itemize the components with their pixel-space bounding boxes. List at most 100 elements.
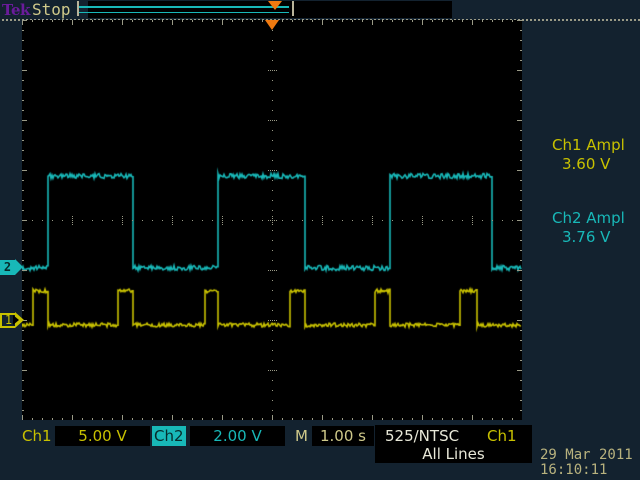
graticule-dot: [268, 320, 269, 321]
graticule-dot: [362, 418, 363, 420]
ch2-marker-arrow-icon: [15, 259, 23, 275]
top-strip-tick: [634, 19, 636, 21]
graticule-dot: [422, 415, 423, 420]
graticule-dot: [202, 418, 203, 420]
ch1-vertical-scale[interactable]: 5.00 V: [55, 426, 150, 446]
graticule-dot: [392, 220, 393, 221]
graticule-dot: [22, 210, 24, 211]
graticule-dot: [372, 224, 373, 225]
graticule-dot: [162, 418, 163, 420]
graticule-dot: [272, 210, 273, 211]
graticule-dot: [302, 220, 303, 221]
graticule-dot: [276, 370, 277, 371]
graticule-dot: [242, 20, 243, 22]
acquisition-state[interactable]: Stop: [32, 0, 71, 19]
graticule-dot: [512, 20, 513, 22]
graticule-dot: [22, 380, 24, 381]
graticule-dot: [22, 30, 24, 31]
graticule-dot: [172, 415, 173, 420]
graticule-dot: [272, 60, 273, 61]
trigger-readout-panel[interactable]: [375, 425, 532, 463]
graticule-dot: [432, 418, 433, 420]
graticule-dot: [232, 20, 233, 22]
graticule-dot: [520, 90, 522, 91]
ch2-vertical-scale[interactable]: 2.00 V: [190, 426, 285, 446]
graticule-dot: [520, 110, 522, 111]
overview-waveform-line: [79, 6, 289, 8]
graticule-dot: [462, 418, 463, 420]
measurement-ch2-value: 3.76 V: [562, 228, 611, 246]
graticule-dot: [72, 20, 73, 25]
graticule-dot: [372, 218, 373, 219]
graticule-dot: [252, 20, 253, 22]
ch1-ground-marker[interactable]: 1: [0, 312, 24, 328]
graticule-dot: [22, 280, 24, 281]
graticule-dot: [274, 270, 275, 271]
graticule-dot: [22, 220, 23, 221]
graticule-dot: [452, 20, 453, 22]
graticule-dot: [22, 230, 24, 231]
graticule-dot: [268, 220, 269, 221]
graticule-dot: [22, 90, 24, 91]
graticule-dot: [520, 150, 522, 151]
graticule-dot: [272, 290, 273, 291]
graticule-dot: [517, 170, 522, 171]
graticule-dot: [22, 160, 24, 161]
measurement-ch1-amplitude[interactable]: Ch1 Ampl 3.60 V: [552, 136, 625, 174]
graticule[interactable]: [22, 20, 522, 420]
graticule-dot: [272, 30, 273, 31]
graticule-dot: [22, 110, 24, 111]
graticule-dot: [22, 330, 24, 331]
trigger-position-marker-icon[interactable]: [265, 20, 279, 30]
graticule-dot: [312, 418, 313, 420]
graticule-dot: [482, 220, 483, 221]
graticule-dot: [502, 220, 503, 221]
graticule-dot: [232, 220, 233, 221]
graticule-dot: [272, 80, 273, 81]
graticule-dot: [382, 418, 383, 420]
graticule-dot: [222, 222, 223, 223]
trigger-line-select: All Lines: [422, 445, 485, 463]
graticule-dot: [312, 20, 313, 22]
graticule-dot: [292, 220, 293, 221]
graticule-dot: [276, 70, 277, 71]
measurement-ch1-label: Ch1 Ampl: [552, 136, 625, 154]
graticule-dot: [272, 40, 273, 41]
graticule-dot: [272, 380, 273, 381]
graticule-dot: [520, 410, 522, 411]
graticule-dot: [182, 220, 183, 221]
top-strip-tick: [630, 19, 632, 21]
top-strip-tick: [590, 19, 592, 21]
timebase-value[interactable]: 1.00 s: [312, 426, 374, 446]
graticule-dot: [392, 418, 393, 420]
graticule-dot: [472, 220, 473, 221]
graticule-dot: [322, 216, 323, 217]
graticule-dot: [52, 20, 53, 22]
date-readout: 29 Mar 2011: [540, 447, 633, 463]
measurement-ch2-label: Ch2 Ampl: [552, 209, 625, 227]
top-strip-tick: [638, 19, 640, 21]
overview-trigger-marker-icon[interactable]: [268, 1, 282, 10]
measurement-ch2-amplitude[interactable]: Ch2 Ampl 3.76 V: [552, 209, 625, 247]
ch2-label[interactable]: Ch2: [152, 426, 186, 446]
ch1-label[interactable]: Ch1: [22, 427, 52, 445]
top-strip-tick: [550, 19, 552, 21]
graticule-dot: [222, 218, 223, 219]
graticule-dot: [272, 300, 273, 301]
top-strip-tick: [602, 19, 604, 21]
graticule-dot: [272, 310, 273, 311]
graticule-dot: [182, 20, 183, 22]
graticule-dot: [402, 418, 403, 420]
graticule-dot: [442, 418, 443, 420]
graticule-dot: [272, 190, 273, 191]
graticule-dot: [262, 418, 263, 420]
ch2-ground-marker[interactable]: 2: [0, 259, 23, 275]
graticule-dot: [492, 220, 493, 221]
graticule-dot: [422, 218, 423, 219]
graticule-dot: [172, 20, 173, 25]
top-strip-tick: [530, 19, 532, 21]
graticule-dot: [22, 200, 24, 201]
overview-window-bracket[interactable]: [77, 1, 294, 16]
ch1-marker-label: 1: [0, 312, 15, 328]
graticule-dot: [272, 220, 273, 221]
